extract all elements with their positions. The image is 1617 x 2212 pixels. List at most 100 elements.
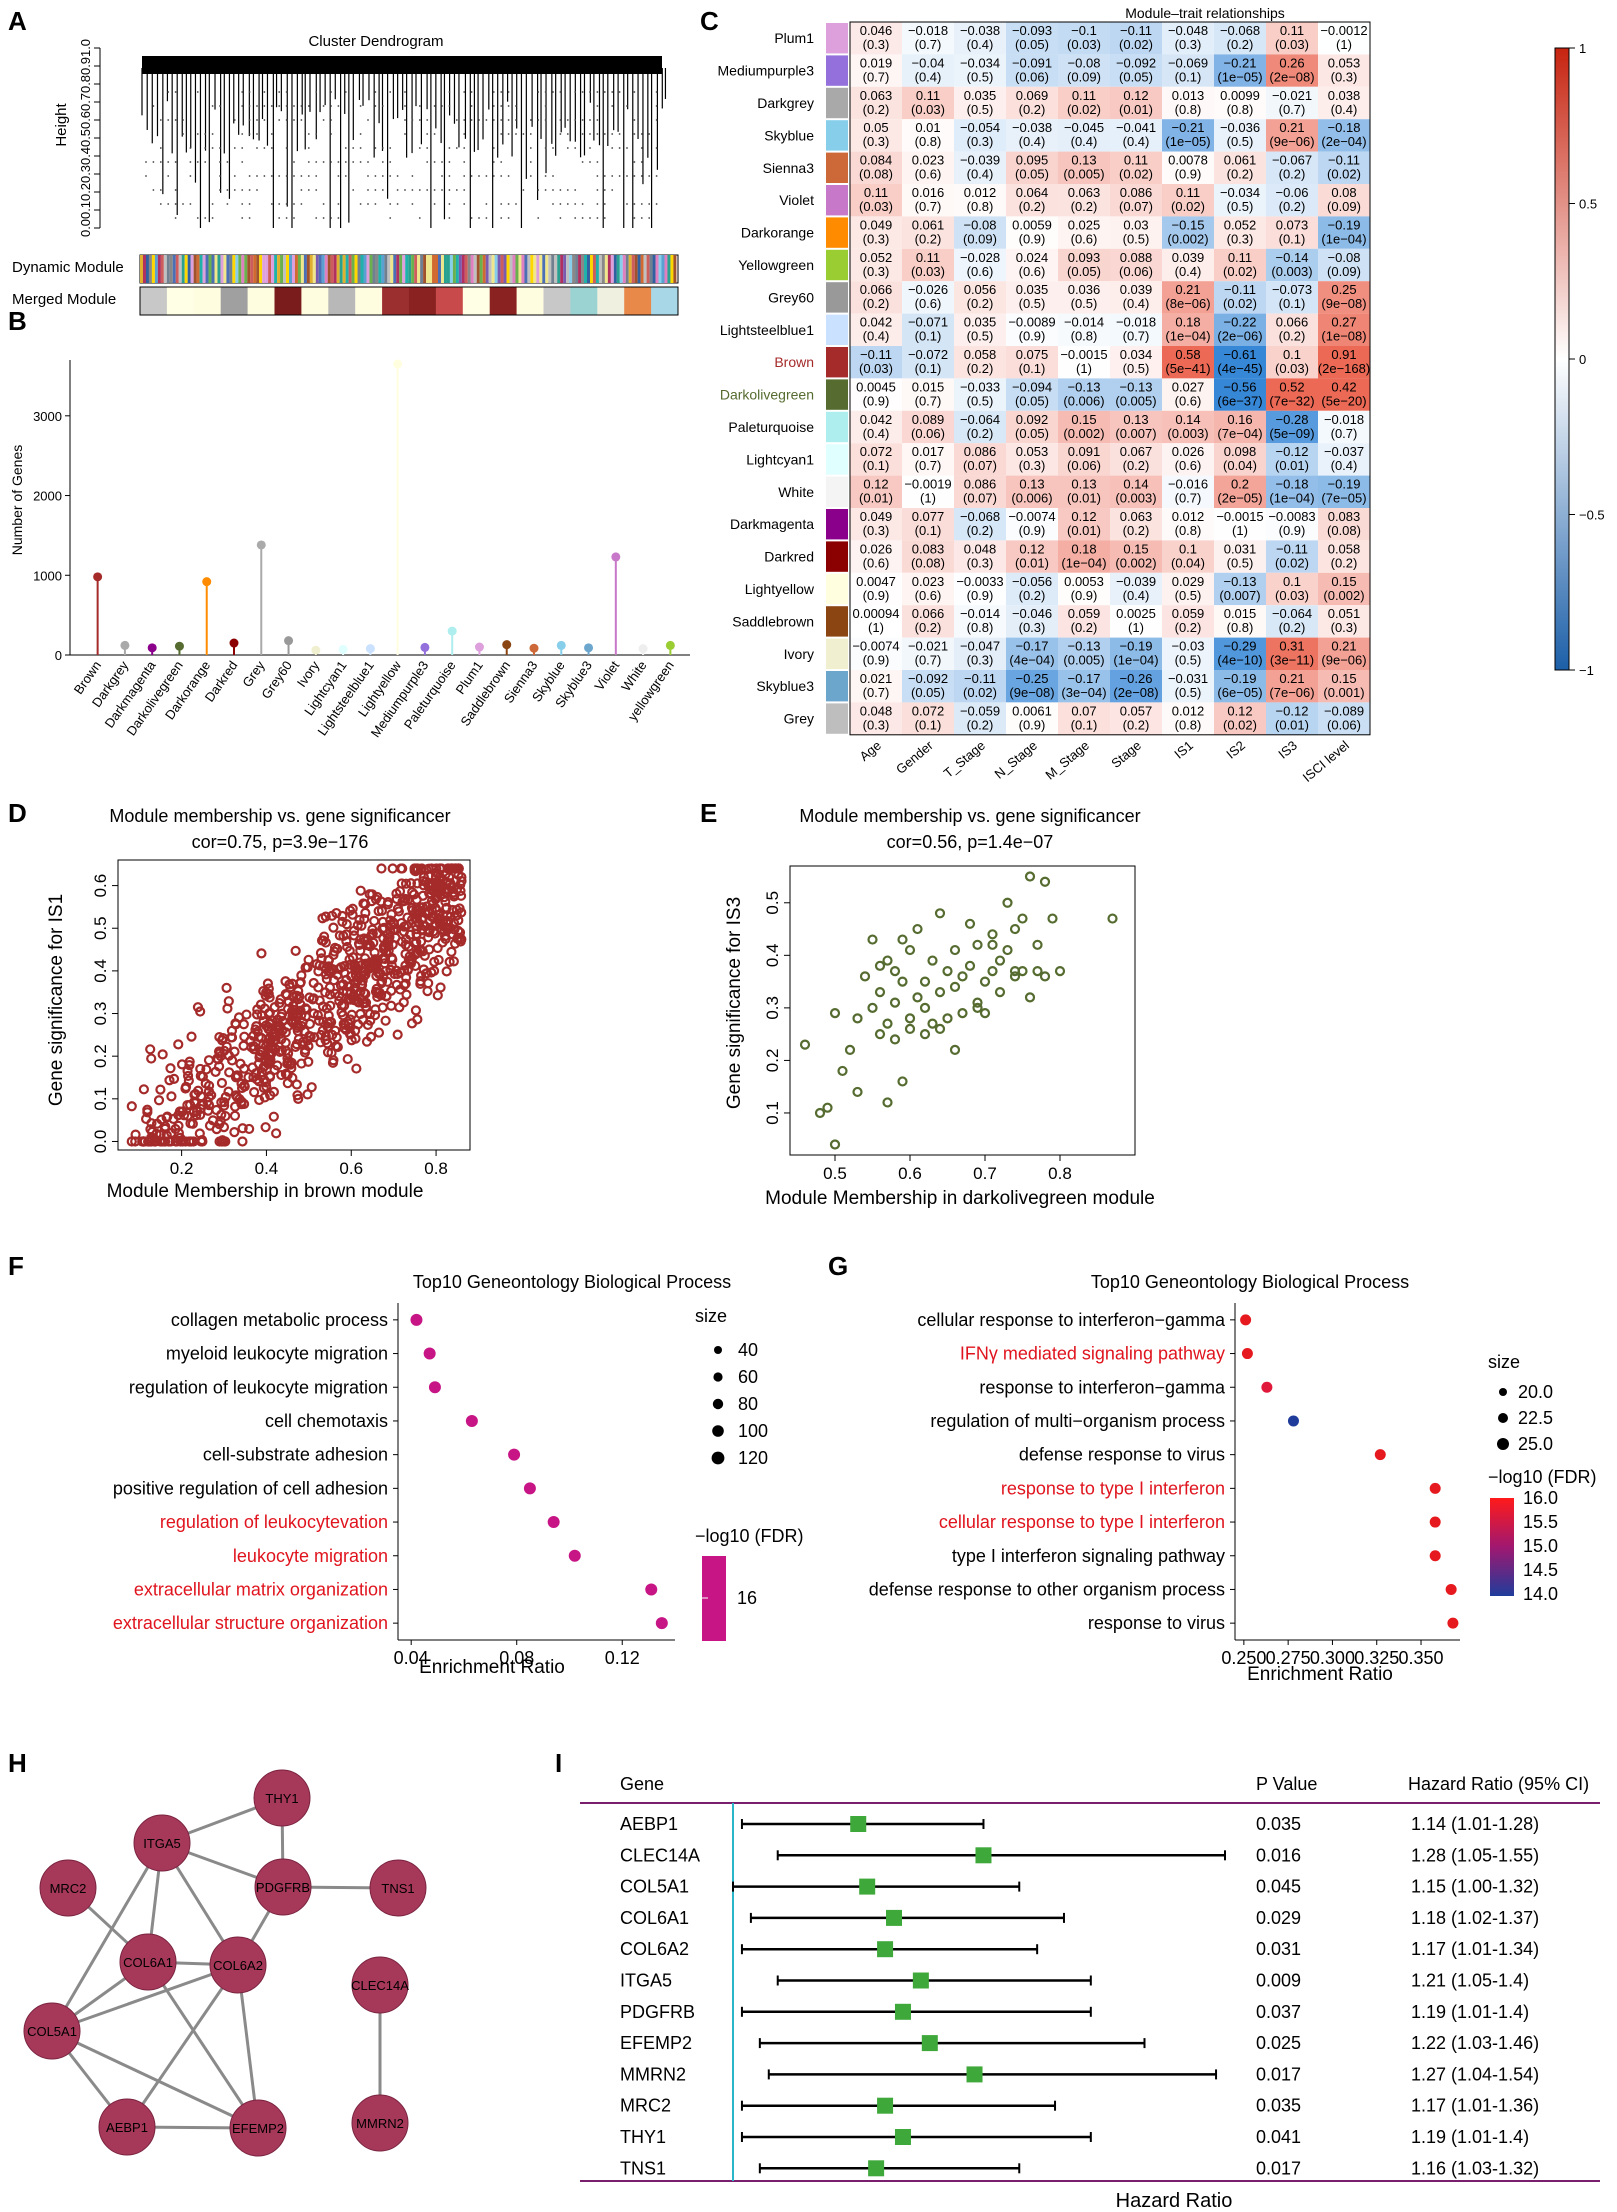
scatter-d-point (379, 922, 390, 933)
dendrogram-leaf-dot (589, 147, 591, 149)
size-legend-dot (711, 1451, 725, 1465)
heatmap-cell (1006, 475, 1058, 508)
dynamic-module-band (432, 255, 436, 283)
heatmap-cell-pval: (0.6) (967, 264, 994, 279)
heatmap-cell-pval: (9e−06) (1321, 653, 1366, 668)
dynamic-module-band (592, 255, 596, 283)
dynamic-module-band (336, 255, 340, 283)
dendrogram-leaf-dot (278, 203, 281, 205)
heatmap-cell (1110, 443, 1162, 476)
dendrogram-leaf-dot (344, 161, 347, 163)
dendrogram-leaf-dot (256, 105, 258, 107)
scatter-d-point (354, 939, 365, 951)
heatmap-frame (849, 21, 1371, 736)
heatmap-cell-cor: −0.19 (1120, 639, 1153, 654)
heatmap-cell-cor: 0.061 (912, 217, 945, 232)
scatter-d-point (341, 919, 352, 930)
scatter-e-point (1039, 876, 1051, 887)
heatmap-row-swatch (826, 314, 848, 345)
scatter-d-point (316, 935, 328, 946)
scatter-d-point (308, 977, 319, 989)
dendrogram-leaf-dot (463, 161, 466, 163)
heatmap-cell-cor: 0.042 (860, 315, 893, 330)
dynamic-module-band (378, 255, 382, 283)
scatter-e-point (949, 1044, 961, 1056)
heatmap-row-label: Grey (784, 711, 814, 727)
dendrogram-leaf-dot (470, 105, 473, 107)
dynamic-module-band (140, 255, 143, 283)
dendrogram-leaf-dot (552, 189, 554, 191)
dendrogram-leaf-dot (278, 119, 281, 121)
dendrogram-leaf-dot (322, 105, 325, 107)
dynamic-module-band (303, 255, 307, 283)
heatmap-cell-cor: 0.11 (1176, 185, 1200, 200)
scatter-d-point (347, 909, 358, 920)
heatmap-cell (850, 378, 902, 411)
scatter-d-point (411, 910, 423, 921)
heatmap-cell-cor: 0.092 (1016, 412, 1049, 427)
dendrogram-leaf-dot (507, 119, 510, 121)
panel-label-i: I (555, 1748, 562, 1778)
dendrogram-leaf-dot (581, 217, 584, 219)
dynamic-module-band (199, 255, 203, 283)
scatter-e-point (1032, 939, 1043, 950)
dynamic-module-band (566, 255, 570, 283)
dendrogram-leaf-dot (285, 203, 288, 205)
heatmap-cell-cor: 0.063 (1120, 509, 1153, 524)
heatmap-cell-cor: 0.91 (1331, 347, 1356, 362)
lollipop-chart: 0100020003000BrownDarkgreyDarkmagentaDar… (33, 359, 690, 740)
heatmap-cell-cor: 0.025 (1068, 217, 1101, 232)
dotplot-term-label: cellular response to interferon−gamma (917, 1310, 1226, 1330)
heatmap-cell-pval: (0.02) (1223, 717, 1257, 732)
heatmap-cell-pval: (0.2) (1123, 717, 1150, 732)
heatmap-cell-pval: (0.8) (915, 134, 942, 149)
forest-pvalue: 0.037 (1256, 2002, 1301, 2022)
heatmap-cell (1266, 508, 1318, 541)
scatter-d-point (334, 930, 345, 941)
heatmap-cell-pval: (0.09) (1067, 69, 1101, 84)
heatmap-cell (1266, 216, 1318, 249)
heatmap-cell (902, 637, 954, 670)
dynamic-module-band (604, 255, 608, 283)
network-edge (50, 1842, 164, 2032)
heatmap-cell-pval: (0.5) (1227, 555, 1254, 570)
network-node (229, 2099, 287, 2157)
heatmap-cell-cor: −0.26 (1120, 671, 1153, 686)
dendrogram-leaf-dot (226, 203, 229, 205)
dendrogram-leaf-dot (359, 133, 362, 135)
scatter-e-point (1054, 965, 1066, 977)
fdr-tick-label: 15.0 (1523, 1536, 1558, 1556)
heatmap-cell-cor: −0.045 (1064, 120, 1104, 135)
scatter-d-point (219, 1097, 230, 1108)
heatmap-cell-pval: (1e−04) (1113, 653, 1158, 668)
scatter-d-point (328, 922, 339, 933)
dendrogram-leaf-dot (285, 147, 288, 149)
dynamic-module-band (169, 255, 173, 283)
dynamic-module-band (491, 255, 495, 283)
dendrogram-leaf-dot (626, 175, 628, 177)
scatter-d-point (238, 1019, 249, 1030)
dendrogram-leaf-dot (552, 147, 554, 149)
heatmap-cell-cor: 0.1 (1283, 347, 1301, 362)
scatter-d-point (347, 952, 359, 963)
scatter-d-point (386, 1000, 397, 1011)
heatmap-cell (1006, 637, 1058, 670)
dendrogram-leaf-dot (500, 217, 503, 219)
heatmap-cell (1110, 248, 1162, 282)
dendrogram-leaf-dot (285, 119, 288, 121)
dendrogram-leaf-dot (626, 105, 628, 107)
dendrogram-leaf-dot (293, 203, 295, 205)
heatmap-cell-cor: 0.036 (1068, 282, 1101, 297)
heatmap-cell (1214, 216, 1266, 249)
heatmap-cell (1318, 313, 1370, 346)
dendrogram-leaf-dot (233, 119, 236, 121)
heatmap-cell-pval: (7e−32) (1269, 393, 1314, 408)
merged-module-band (140, 287, 168, 315)
dynamic-module-band (506, 255, 510, 283)
dendrogram-leaf-dot (263, 119, 266, 121)
dendrogram-leaf-dot (256, 119, 258, 121)
dendrogram-leaf-dot (285, 175, 288, 177)
heatmap-cell (1006, 248, 1058, 282)
scatter-d-point (400, 978, 411, 989)
